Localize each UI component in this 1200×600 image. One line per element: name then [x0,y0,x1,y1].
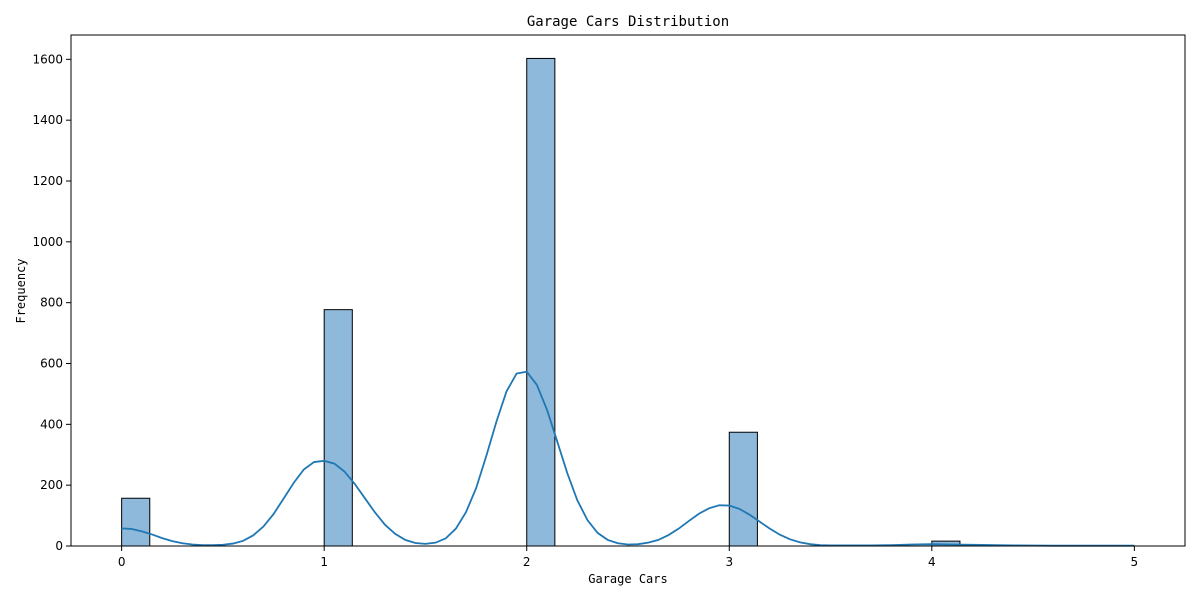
y-tick-label: 1400 [32,113,63,127]
y-tick-label: 0 [55,539,63,553]
y-tick-label: 800 [40,296,63,310]
x-tick-label: 3 [725,555,733,569]
x-tick-label: 4 [928,555,936,569]
y-tick-label: 1000 [32,235,63,249]
x-tick-label: 1 [320,555,328,569]
plot-frame [70,34,1186,547]
histogram-bar [728,431,758,547]
x-axis: 0 1 2 3 4 5 [118,546,1138,569]
bars-layer [121,57,961,547]
y-axis-label: Frequency [14,258,28,323]
histogram-bar [526,57,556,547]
y-axis: 0 200 400 600 800 1000 1200 1400 1600 [32,52,71,553]
y-tick-label: 1600 [32,52,63,66]
histogram-bar [121,497,151,547]
histogram-bar [323,309,353,547]
kde-line [121,370,1135,547]
y-tick-label: 400 [40,417,63,431]
x-tick-label: 5 [1131,555,1139,569]
x-tick-label: 0 [118,555,126,569]
y-tick-label: 600 [40,357,63,371]
x-axis-label: Garage Cars [588,572,667,586]
x-tick-label: 2 [523,555,531,569]
chart-title: Garage Cars Distribution [527,14,729,30]
y-tick-label: 200 [40,478,63,492]
y-tick-label: 1200 [32,174,63,188]
